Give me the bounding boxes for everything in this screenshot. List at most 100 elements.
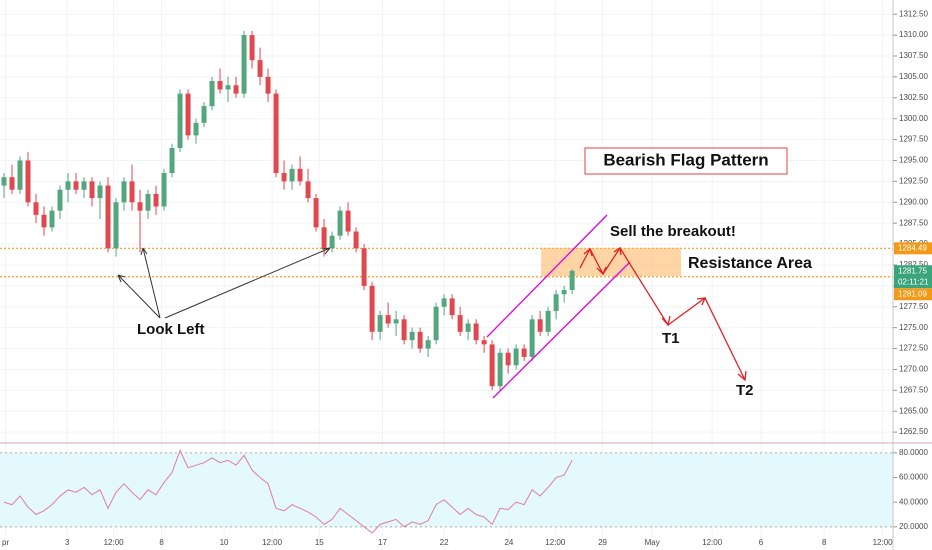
x-tick-label: pr: [2, 538, 9, 547]
y-tick-label: 1262.50: [899, 427, 928, 436]
candle-body: [9, 177, 15, 190]
candle-body: [113, 202, 119, 249]
title-box: [584, 147, 788, 175]
candle-body: [537, 319, 543, 332]
candle-body: [169, 147, 175, 174]
candle-body: [497, 352, 503, 387]
last-price-label: 1281.75: [898, 266, 927, 275]
y-tick-label: 1277.50: [899, 302, 928, 311]
x-tick-label: 12:00: [545, 538, 566, 547]
x-tick-label: 22: [440, 538, 449, 547]
candle-body: [545, 310, 551, 332]
candle-body: [425, 340, 431, 349]
candle-body: [249, 35, 255, 61]
y-tick-label: 1267.50: [899, 385, 928, 394]
candle-body: [41, 214, 47, 228]
candle-body: [185, 93, 191, 136]
candle-body: [377, 315, 383, 332]
y-tick-label: 1312.50: [899, 9, 928, 18]
x-tick-label: 12:00: [702, 538, 723, 547]
x-tick-label: 10: [220, 538, 229, 547]
candle-body: [281, 173, 287, 182]
candle-body: [121, 181, 127, 203]
candle-body: [489, 344, 495, 387]
candle-body: [505, 352, 511, 366]
candle-body: [417, 331, 423, 349]
x-tick-label: 12:00: [262, 538, 283, 547]
candle-body: [473, 323, 479, 341]
candle-body: [409, 331, 415, 341]
candle-body: [481, 340, 487, 345]
drawings: [117, 147, 788, 399]
y-tick-label: 1265.00: [899, 406, 928, 415]
candle-body: [353, 231, 359, 249]
y-tick-label: 1310.00: [899, 30, 928, 39]
candle-body: [553, 294, 559, 311]
y-tick-label: 40.0000: [899, 497, 928, 506]
candle-body: [137, 202, 143, 211]
candle-body: [273, 93, 279, 174]
candle-body: [345, 210, 351, 232]
candle-body: [105, 185, 111, 249]
y-tick-label: 1275.00: [899, 323, 928, 332]
candle-body: [81, 181, 87, 190]
x-tick-label: 12:00: [873, 538, 894, 547]
x-tick-label: 17: [378, 538, 387, 547]
candle-body: [97, 185, 103, 199]
candle-body: [561, 290, 567, 295]
candle-body: [385, 315, 391, 324]
channel-lower: [492, 261, 631, 399]
candle-body: [89, 181, 95, 199]
candle-body: [465, 323, 471, 332]
candle-body: [289, 168, 295, 182]
level-label-bg: [894, 242, 932, 255]
rsi-line: [3, 449, 573, 534]
candle-body: [177, 93, 183, 148]
candle-body: [305, 181, 311, 199]
level-label: 1281.09: [898, 289, 927, 298]
annotation: T1: [662, 330, 680, 347]
x-tick-label: 8: [822, 538, 827, 547]
x-tick-label: 29: [598, 538, 607, 547]
annotation: T2: [736, 382, 754, 399]
x-tick-label: May: [645, 538, 660, 547]
candle-body: [329, 235, 335, 249]
candle-body: [569, 270, 575, 291]
candle-body: [361, 248, 367, 286]
annotation: Look Left: [137, 321, 205, 338]
candle-body: [321, 227, 327, 249]
candle-body: [393, 319, 399, 324]
look-left-arrows: [117, 247, 331, 319]
candle-body: [25, 160, 31, 203]
y-tick-label: 1297.50: [899, 135, 928, 144]
axes: pr 3 12:00 8 10 12:00 15 17 22 24 12:00 29 May 12:00 6…: [2, 9, 932, 547]
candle-body: [49, 210, 55, 228]
y-tick-label: 1305.00: [899, 72, 928, 81]
candle-body: [521, 348, 527, 357]
candle-body: [65, 181, 71, 190]
y-tick-label: 80.0000: [899, 448, 928, 457]
y-tick-label: 1282.50: [899, 260, 928, 269]
candle-body: [313, 198, 319, 228]
candle-body: [1, 177, 7, 186]
candle-body: [257, 60, 263, 77]
annotation: Sell the breakout!: [610, 223, 736, 240]
candle-body: [161, 173, 167, 207]
candle-body: [513, 348, 519, 366]
y-tick-label: 1272.50: [899, 344, 928, 353]
x-tick-label: 15: [315, 538, 324, 547]
y-tick-label: 1300.00: [899, 114, 928, 123]
candle-body: [217, 81, 223, 90]
candle-body: [449, 298, 455, 316]
candle-body: [241, 35, 247, 94]
candle-body: [401, 319, 407, 341]
candles: [1, 30, 575, 534]
annotation: Resistance Area: [688, 255, 812, 272]
y-tick-label: 1287.50: [899, 218, 928, 227]
arrow-heads: [583, 246, 747, 382]
y-tick-label: 1307.50: [899, 51, 928, 60]
candle-body: [129, 181, 135, 203]
candle-body: [73, 181, 79, 190]
x-tick-label: 24: [504, 538, 513, 547]
countdown-label: 02:11:21: [898, 277, 929, 286]
